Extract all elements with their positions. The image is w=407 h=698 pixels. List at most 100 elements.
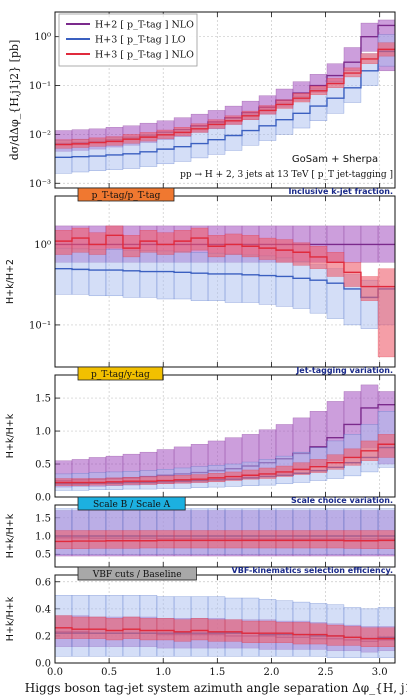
band-bin (377, 268, 396, 358)
band-bin (343, 626, 362, 646)
ratio-tag-box (77, 187, 175, 202)
band-bin (190, 530, 209, 549)
y-tick-label: 1.5 (35, 394, 51, 405)
band-bin (258, 530, 277, 549)
band-bin (326, 530, 345, 549)
band-bin (122, 235, 141, 258)
y-tick-label: 1.5 (35, 513, 51, 524)
y-axis-label: H+k/H+k (5, 413, 16, 458)
y-tick-label: 1.0 (35, 532, 51, 543)
x-tick-label: 3.0 (372, 667, 388, 678)
central-line (55, 627, 396, 640)
band-bin (88, 249, 107, 297)
series-2 (54, 530, 396, 549)
x-tick-label: 1.5 (209, 667, 225, 678)
band-bin (190, 123, 209, 133)
central-line (55, 234, 396, 288)
band-bin (173, 530, 192, 549)
panel-frame (54, 11, 396, 189)
band-bin (292, 242, 311, 266)
band-bin (156, 618, 175, 641)
band-bin (71, 248, 90, 295)
x-tick-label: 2.0 (263, 667, 279, 678)
band-bin (326, 252, 345, 277)
panel-frame (54, 574, 396, 664)
band-bin (54, 230, 73, 255)
panel-main: 10⁰ 10⁻¹ 10⁻² 10⁻³ dσ/dΔφ_{H,j1j2} [pb] H+2 [… (8, 11, 396, 190)
band-bin (258, 255, 277, 305)
x-tick-label: 0.0 (47, 667, 63, 678)
y-tick-label: 0.0 (35, 493, 51, 504)
band-bin (173, 251, 192, 300)
y-tick-label: 10⁻³ (29, 179, 51, 190)
band-bin (377, 627, 396, 647)
band-bin (156, 530, 175, 549)
y-tick-label: 10⁻¹ (29, 81, 51, 92)
band-bin (292, 530, 311, 549)
x-tick-label: 0.5 (101, 667, 117, 678)
panel-ratio-scale: 0.5 1.0 1.5 H+k/H+k Scale B / Scale A Scale c… (5, 496, 396, 568)
ratio-tag-box (77, 566, 197, 581)
panel-frame (54, 504, 396, 568)
band-bin (309, 530, 328, 549)
panels-layer: 10⁰ 10⁻¹ 10⁻² 10⁻³ dσ/dΔφ_{H,j1j2} [pb] H+2 [… (5, 11, 396, 678)
band-bin (105, 618, 124, 641)
band-bin (224, 253, 243, 303)
band-bin (377, 530, 396, 549)
band-bin (190, 227, 209, 251)
legend-label: H+3 [ p_T-tag ] LO (95, 35, 186, 46)
central-line (55, 50, 396, 158)
y-tick-label: 10⁰ (34, 240, 51, 251)
band-bin (54, 247, 73, 295)
series-2 (54, 225, 396, 358)
y-tick-label: 1.0 (35, 427, 51, 438)
band-bin (292, 260, 311, 309)
y-tick-label: 0.2 (35, 631, 51, 642)
ratio-tag-label: p_T-tag/y-tag (91, 370, 150, 380)
panel-caption: Inclusive k-jet fraction. (288, 187, 393, 196)
band-bin (122, 530, 141, 549)
band-bin (343, 262, 362, 287)
y-axis-label: H+k/H+k (5, 596, 16, 641)
y-tick-label: 0.6 (35, 577, 51, 588)
band-bin (105, 530, 124, 549)
legend: H+2 [ p_T-tag ] NLO H+3 [ p_T-tag ] LO H+3… (58, 13, 198, 67)
band-bin (71, 227, 90, 253)
y-tick-label: 0.4 (35, 604, 51, 615)
band-bin (292, 622, 311, 645)
y-tick-label: 0.5 (35, 460, 51, 471)
series-2 (54, 42, 396, 149)
y-axis-label: dσ/dΔφ_{H,j1j2} [pb] (8, 40, 21, 161)
panel-caption: Jet-tagging variation. (295, 366, 393, 375)
band-bin (343, 530, 362, 549)
band-bin (343, 47, 362, 72)
band-bin (173, 127, 192, 137)
band-bin (275, 257, 294, 307)
y-tick-label: 0.5 (35, 550, 51, 561)
band-bin (156, 232, 175, 255)
band-bin (190, 252, 209, 301)
band-bin (275, 530, 294, 549)
band-bin (139, 618, 158, 641)
panel-frame (54, 195, 396, 368)
legend-label: H+3 [ p_T-tag ] NLO (95, 50, 194, 61)
x-tick-label: 2.5 (318, 667, 334, 678)
central-line (55, 48, 396, 146)
series-2 (54, 615, 396, 647)
band-bin (360, 276, 379, 301)
panel-caption: VBF-kinematics selection efficiency. (232, 566, 393, 575)
band-bin (360, 530, 379, 549)
band-bin (275, 239, 294, 263)
y-tick-label: 10⁰ (34, 32, 51, 43)
ratio-tag-box (77, 366, 164, 381)
band-bin (241, 620, 260, 643)
ratio-tag-box (77, 496, 186, 511)
ratio-tag-label: p_T-tag/p_T-tag (92, 191, 161, 201)
band-bin (139, 530, 158, 549)
band-bin (105, 249, 124, 297)
band-bin (309, 264, 328, 314)
ratio-tag-label: VBF cuts / Baseline (92, 570, 182, 580)
central-line (55, 443, 396, 484)
panel-ratio-jettag: 0.0 0.5 1.0 1.5 H+k/H+k p_T-tag/y-tag Jet-tagg… (5, 366, 396, 504)
